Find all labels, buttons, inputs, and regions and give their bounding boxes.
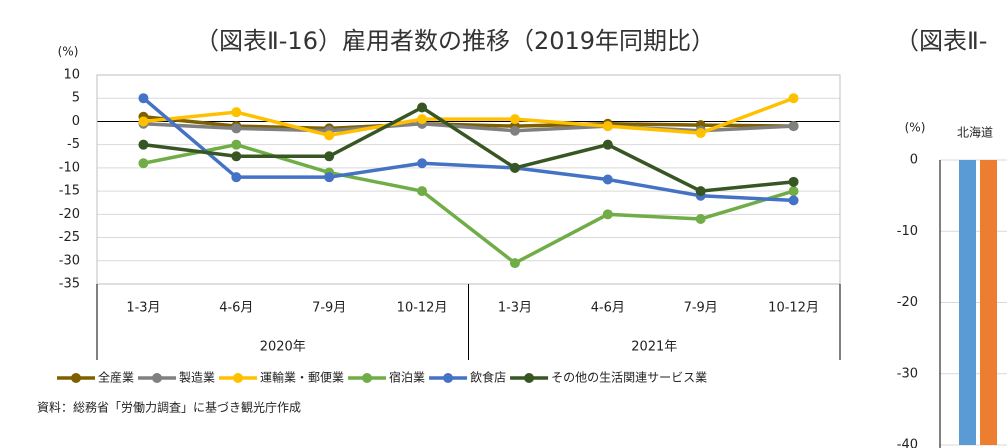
point [138, 116, 149, 127]
plot-border [96, 74, 841, 285]
series-line [143, 105, 794, 193]
series-line [143, 122, 794, 133]
point [695, 186, 706, 197]
y-tick-label: -10 [59, 160, 80, 175]
legend-label: 宿泊業 [389, 370, 425, 385]
point [788, 93, 799, 104]
legend-label: その他の生活関連サービス業 [551, 371, 707, 385]
x-tick-label: 4-6月 [219, 301, 253, 316]
source-note: 資料：総務省「労働力調査」に基づき観光庁作成 [37, 401, 301, 415]
y-tick-label: -40 [897, 438, 918, 448]
point [231, 172, 242, 183]
legend-marker [152, 373, 163, 383]
x-tick-label: 北海道 [957, 125, 993, 140]
point [788, 195, 799, 206]
series-line [143, 142, 795, 266]
y-tick-label: 5 [72, 91, 80, 106]
bar [980, 160, 997, 445]
point [509, 114, 520, 125]
legend-marker [233, 373, 244, 383]
legend-marker [362, 373, 373, 383]
legend-marker [71, 373, 81, 383]
point [695, 213, 706, 224]
series-line [142, 96, 794, 203]
legend-marker [524, 373, 535, 383]
point [602, 139, 613, 150]
y-tick-label: 10 [63, 68, 80, 83]
point [231, 139, 242, 150]
x-tick-label: 7-9月 [312, 301, 346, 316]
point [602, 121, 613, 132]
point [231, 123, 242, 134]
point [138, 158, 149, 169]
point [138, 139, 149, 150]
point [231, 107, 242, 118]
y-unit: (%) [58, 45, 79, 59]
y-tick-label: -5 [67, 137, 80, 152]
y-tick-label: -20 [59, 207, 80, 222]
group-label: 2021年 [631, 340, 677, 355]
x-tick-label: 1-3月 [126, 301, 160, 316]
group-label: 2020年 [260, 340, 306, 355]
point [695, 128, 706, 139]
point [602, 209, 613, 220]
legend-label: 飲食店 [470, 370, 506, 385]
y-tick-label: -25 [59, 230, 80, 245]
x-tick-label: 1-3月 [498, 301, 532, 316]
point [509, 258, 520, 269]
y-tick-label: 0 [910, 153, 918, 168]
point [231, 151, 242, 162]
series-line [143, 96, 795, 138]
y-unit: (%) [905, 121, 926, 135]
legend-marker [443, 373, 454, 383]
point [509, 162, 520, 173]
point [509, 125, 520, 136]
point [324, 172, 335, 183]
y-tick-label: -15 [59, 184, 80, 199]
point [417, 158, 428, 169]
y-tick-label: -30 [897, 366, 918, 381]
legend-label: 全産業 [98, 370, 134, 385]
point [788, 186, 799, 197]
chart-title: （図表Ⅱ- [895, 27, 987, 55]
y-tick-label: -10 [897, 224, 918, 239]
y-tick-label: -35 [59, 277, 80, 292]
y-tick-label: -20 [897, 295, 918, 310]
point [324, 151, 335, 162]
point [324, 130, 335, 141]
point [788, 121, 799, 132]
point [417, 114, 428, 125]
x-tick-label: 10-12月 [397, 301, 448, 316]
point [417, 102, 428, 113]
point [138, 93, 149, 104]
x-tick-label: 4-6月 [591, 301, 625, 316]
point [602, 174, 613, 185]
y-tick-label: -30 [59, 253, 80, 268]
x-tick-label: 7-9月 [684, 301, 718, 316]
x-tick-label: 10-12月 [768, 301, 819, 316]
point [788, 176, 799, 187]
legend-label: 製造業 [179, 371, 215, 385]
legend-label: 運輸業・郵便業 [260, 370, 344, 385]
series-line [143, 115, 794, 131]
point [417, 186, 428, 197]
y-tick-label: 0 [72, 114, 80, 129]
bar [959, 160, 976, 445]
chart-title: （図表Ⅱ-16）雇用者数の推移（2019年同期比） [195, 27, 715, 55]
